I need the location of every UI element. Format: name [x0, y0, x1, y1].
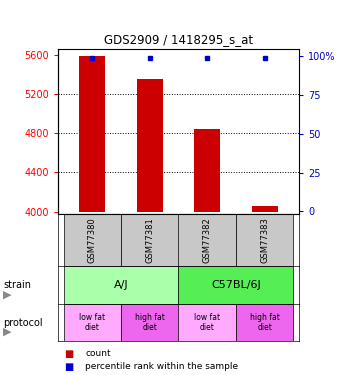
Text: GSM77382: GSM77382	[203, 217, 212, 263]
Text: high fat
diet: high fat diet	[135, 313, 165, 332]
Text: protocol: protocol	[3, 318, 43, 327]
Bar	[236, 304, 293, 341]
Text: ▶: ▶	[3, 290, 12, 299]
Text: low fat
diet: low fat diet	[79, 313, 105, 332]
Text: percentile rank within the sample: percentile rank within the sample	[85, 362, 238, 371]
Text: ■: ■	[65, 349, 74, 359]
Bar	[194, 129, 220, 212]
Bar	[178, 266, 293, 304]
Bar	[64, 214, 121, 266]
Bar	[178, 304, 236, 341]
Bar	[236, 214, 293, 266]
Title: GDS2909 / 1418295_s_at: GDS2909 / 1418295_s_at	[104, 33, 253, 46]
Text: GSM77381: GSM77381	[145, 217, 154, 263]
Text: ▶: ▶	[3, 327, 12, 337]
Bar	[137, 79, 163, 212]
Text: low fat
diet: low fat diet	[194, 313, 220, 332]
Text: high fat
diet: high fat diet	[250, 313, 280, 332]
Bar	[64, 304, 121, 341]
Bar	[178, 214, 236, 266]
Text: GSM77380: GSM77380	[88, 217, 97, 263]
Text: GSM77383: GSM77383	[260, 217, 269, 263]
Bar	[121, 304, 178, 341]
Bar	[252, 206, 278, 212]
Text: ■: ■	[65, 362, 74, 372]
Text: C57BL/6J: C57BL/6J	[211, 280, 261, 290]
Bar	[79, 56, 105, 212]
Text: count: count	[85, 349, 110, 358]
Bar	[64, 266, 178, 304]
Bar	[121, 214, 178, 266]
Text: strain: strain	[3, 280, 31, 290]
Text: A/J: A/J	[114, 280, 128, 290]
